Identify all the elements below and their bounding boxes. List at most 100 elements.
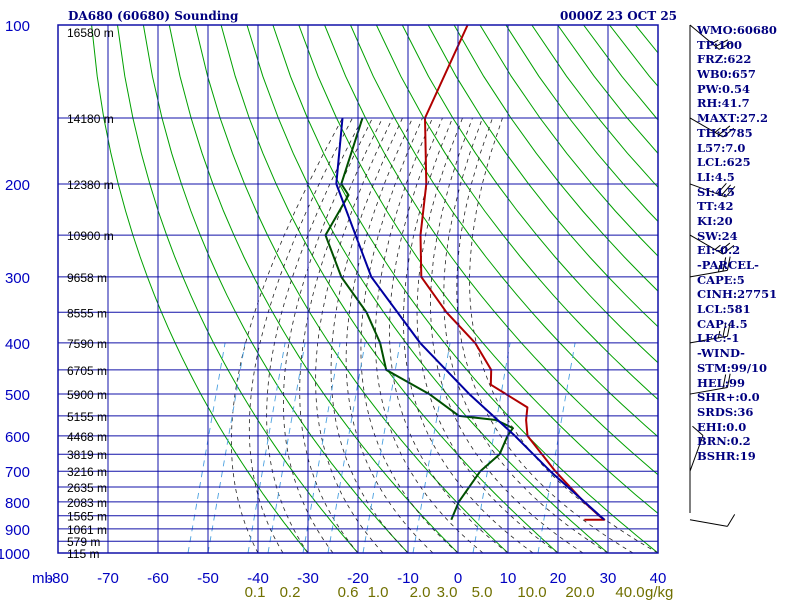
height-label: 7590 m [67, 337, 107, 351]
x-unit-label: mb [32, 570, 53, 587]
moist-adiabat-line [299, 117, 383, 553]
moist-adiabat-line [416, 117, 559, 553]
wind-barb-staff [689, 183, 726, 198]
mixing-ratio-line [247, 342, 286, 553]
pressure-tick-label: 500 [5, 387, 30, 404]
index-item: LI:4.5 [697, 169, 735, 184]
temperature-tick-label: -20 [347, 570, 369, 587]
pressure-tick-label: 600 [5, 429, 30, 446]
temperature-profile-line [419, 25, 606, 521]
height-label: 2635 m [67, 481, 107, 495]
index-item: SI:4.5 [697, 184, 735, 199]
wind-barb-flag [715, 39, 729, 47]
wind-barb-flag [722, 323, 727, 338]
index-item: L57:7.0 [697, 140, 746, 155]
pressure-tick-label: 800 [5, 495, 30, 512]
wind-barb-flag [718, 42, 732, 50]
dry-adiabat-line [324, 25, 658, 476]
moist-adiabat-line [403, 117, 534, 553]
height-label: 3216 m [67, 465, 107, 479]
index-item: CINH:27751 [697, 287, 778, 302]
moist-adiabat-line [443, 117, 609, 553]
dry-adiabat-line [117, 25, 359, 553]
index-item: -PARCEL- [697, 258, 759, 272]
wind-barb [689, 425, 704, 472]
index-item: TT:42 [697, 199, 734, 214]
mixing-ratio-line [302, 342, 341, 553]
wind-barb-flag [722, 257, 727, 272]
dry-adiabat-line [194, 25, 509, 553]
index-item: KI:20 [697, 213, 733, 228]
height-label: 16580 m [67, 26, 114, 40]
index-item: TP:100 [697, 37, 743, 52]
wind-barb-flag [726, 256, 731, 271]
plot-area [57, 24, 659, 554]
index-item: STM:99/10 [697, 360, 768, 375]
mixing-ratio-line [412, 342, 451, 553]
wind-barb-flag [714, 244, 721, 250]
index-item: PW:0.54 [697, 81, 751, 96]
index-item: -WIND- [697, 346, 745, 361]
index-item: BRN:0.2 [697, 434, 751, 449]
pressure-tick-label: 900 [5, 522, 30, 539]
wind-barb-flag [717, 330, 721, 338]
wind-barb [689, 514, 736, 527]
index-item: LCL:581 [697, 302, 751, 317]
pressure-tick-label: 200 [5, 177, 30, 194]
index-item: CAPE:5 [697, 272, 745, 287]
wind-barb-flag [722, 244, 735, 255]
mixing-ratio-label: 40.0 [615, 584, 644, 600]
moist-adiabat-line [389, 117, 509, 553]
mixing-ratio-line [327, 342, 366, 553]
temperature-tick-label: -30 [297, 570, 319, 587]
wind-barb [689, 24, 732, 50]
temperature-tick-label: -10 [397, 570, 419, 587]
temperature-tick-label: -60 [147, 570, 169, 587]
temperature-tick-label: -80 [47, 570, 69, 587]
height-label: 2083 m [67, 496, 107, 510]
temperature-tick-label: -70 [97, 570, 119, 587]
wind-barb-flag [714, 127, 721, 133]
height-label: 5155 m [67, 410, 107, 424]
mixing-ratio-label: 2.0 [410, 584, 431, 600]
moist-adiabat-line [282, 117, 373, 553]
wind-barb [689, 182, 736, 198]
moist-adiabat-line [456, 117, 634, 553]
moist-adiabat-line [266, 117, 363, 553]
chart-title: DA680 (60680) Sounding [68, 9, 239, 23]
index-item: LCL:625 [697, 155, 751, 170]
pressure-tick-label: 1000 [0, 546, 30, 563]
temperature-tick-label: 40 [650, 570, 667, 587]
temperature-tick-label: 10 [500, 570, 517, 587]
wind-barb [689, 322, 731, 344]
height-label: 5900 m [67, 388, 107, 402]
mixing-ratio-label: 20.0 [565, 584, 594, 600]
wind-barb-flag [717, 264, 721, 273]
index-item: WB0:657 [697, 67, 756, 82]
height-label: 10900 m [67, 229, 114, 243]
pressure-tick-label: 700 [5, 464, 30, 481]
wind-barb [689, 234, 735, 255]
chart-timestamp: 0000Z 23 OCT 25 [560, 9, 678, 23]
mixing-ratio-line [207, 342, 246, 553]
pressure-tick-label: 100 [5, 18, 30, 35]
wind-barb-staff [689, 519, 728, 527]
mixing-ratio-line [472, 342, 511, 553]
index-item: LFC:-1 [697, 331, 740, 346]
index-item: SRDS:36 [697, 404, 754, 419]
height-label: 115 m [67, 547, 99, 561]
wind-barb-flag [716, 182, 727, 195]
pressure-tick-label: 300 [5, 270, 30, 287]
dry-adiabat-line [220, 25, 559, 553]
height-label: 14180 m [67, 112, 114, 126]
moist-adiabat-line [430, 117, 584, 553]
indices-panel: WMO:60680 TP:100 FRZ:622 WB0:657 PW:0.54 RH:4… [697, 23, 777, 464]
temperature-tick-label: -40 [247, 570, 269, 587]
wind-barb-staff [689, 269, 728, 278]
mixing-ratio-label: 0.1 [245, 584, 266, 600]
temperature-tick-label: 0 [454, 570, 462, 587]
index-item: SHR+:0.0 [697, 390, 760, 405]
wind-barb-flag [722, 374, 727, 389]
mixing-ratio-label: 0.6 [338, 584, 359, 600]
